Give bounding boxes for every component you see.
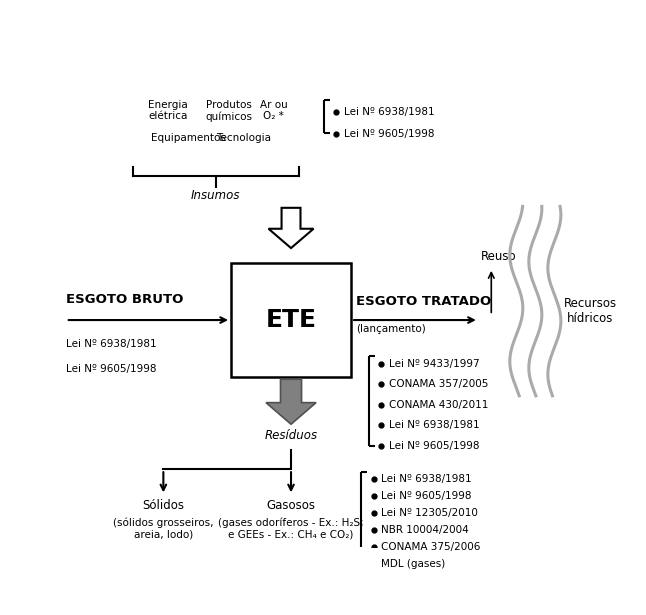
Text: ESGOTO TRATADO: ESGOTO TRATADO — [356, 295, 492, 308]
Text: Lei Nº 6938/1981: Lei Nº 6938/1981 — [389, 420, 479, 430]
Text: Lei Nº 9605/1998: Lei Nº 9605/1998 — [344, 129, 434, 139]
Text: ETE: ETE — [266, 308, 317, 332]
Text: CONAMA 357/2005: CONAMA 357/2005 — [389, 379, 488, 389]
Text: Lei Nº 12305/2010: Lei Nº 12305/2010 — [381, 508, 478, 518]
Polygon shape — [266, 379, 316, 424]
Text: Lei Nº 6938/1981: Lei Nº 6938/1981 — [344, 106, 434, 117]
Text: Energia
elétrica: Energia elétrica — [149, 100, 188, 121]
Text: (lançamento): (lançamento) — [356, 324, 426, 334]
Text: Lei Nº 9605/1998: Lei Nº 9605/1998 — [389, 440, 479, 451]
Text: CONAMA 430/2011: CONAMA 430/2011 — [389, 400, 488, 410]
Text: Recursos
hídricos: Recursos hídricos — [564, 296, 617, 325]
Text: MDL (gases): MDL (gases) — [381, 559, 445, 569]
Text: Produtos
químicos: Produtos químicos — [205, 100, 252, 122]
Text: Lei Nº 6938/1981: Lei Nº 6938/1981 — [381, 474, 472, 483]
Text: Gasosos: Gasosos — [267, 499, 315, 512]
Text: Equipamentos: Equipamentos — [151, 133, 226, 143]
Text: (sólidos grosseiros,
areia, lodo): (sólidos grosseiros, areia, lodo) — [113, 517, 214, 539]
Text: (gases odoríferos - Ex.: H₂S;
e GEEs - Ex.: CH₄ e CO₂): (gases odoríferos - Ex.: H₂S; e GEEs - E… — [218, 517, 364, 539]
Polygon shape — [269, 208, 313, 248]
Text: Reuso: Reuso — [481, 250, 517, 263]
Text: Ar ou
O₂ *: Ar ou O₂ * — [260, 100, 287, 121]
Text: Sólidos: Sólidos — [142, 499, 184, 512]
Text: Insumos: Insumos — [191, 189, 241, 202]
Text: CONAMA 375/2006: CONAMA 375/2006 — [381, 542, 481, 552]
Text: Lei Nº 6938/1981: Lei Nº 6938/1981 — [66, 339, 156, 349]
Text: Tecnologia: Tecnologia — [216, 133, 271, 143]
FancyBboxPatch shape — [231, 263, 351, 377]
Text: Lei Nº 9605/1998: Lei Nº 9605/1998 — [381, 491, 472, 501]
Text: NBR 10004/2004: NBR 10004/2004 — [381, 525, 469, 535]
Text: ESGOTO BRUTO: ESGOTO BRUTO — [66, 293, 183, 306]
Text: Lei Nº 9433/1997: Lei Nº 9433/1997 — [389, 359, 479, 369]
Text: Lei Nº 9605/1998: Lei Nº 9605/1998 — [66, 363, 156, 374]
Text: Resíduos: Resíduos — [264, 429, 318, 442]
